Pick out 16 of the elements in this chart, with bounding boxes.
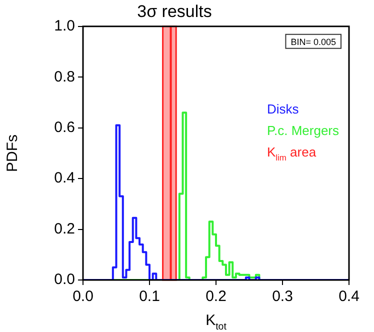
y-tick-label: 0.0	[54, 271, 75, 288]
x-tick-label: 0.3	[272, 288, 293, 306]
chart-title: 3σ results	[137, 2, 212, 21]
annotation: BIN= 0.005	[290, 36, 336, 47]
text: P.c. Mergers	[266, 122, 340, 138]
x-tick-label: 0.1	[139, 288, 160, 306]
x-tick-label: 0.2	[206, 288, 226, 306]
y-tick-label: 1.0	[54, 18, 75, 35]
x-tick-label: 0.4	[338, 288, 360, 306]
y-axis-title: PDFs	[4, 134, 22, 172]
y-tick-label: 0.6	[54, 118, 75, 136]
y-tick-label: 0.4	[54, 170, 75, 187]
y-tick-label: 0.8	[54, 68, 75, 86]
y-tick-label: 0.2	[54, 220, 75, 238]
text: Disks	[266, 101, 300, 116]
x-tick-label: 0.0	[72, 288, 94, 306]
